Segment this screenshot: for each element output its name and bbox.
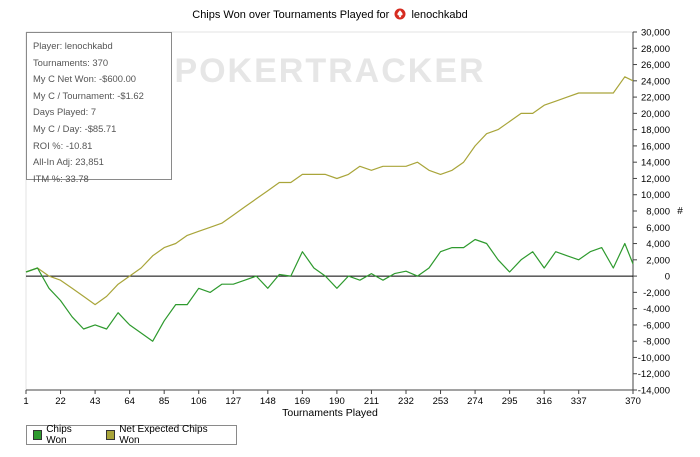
- x-tick-label: 148: [260, 396, 276, 407]
- chart-title: Chips Won over Tournaments Played for le…: [0, 8, 660, 21]
- x-tick-label: 127: [225, 396, 241, 407]
- series-line-chips-won: [25, 238, 634, 342]
- stat-line: ROI %: -10.81: [33, 139, 93, 151]
- x-tick-label: 253: [433, 396, 449, 407]
- watermark-text: POKERTRACKER: [174, 52, 485, 90]
- series-lines: [25, 76, 634, 342]
- y-tick-label: -8,000: [643, 337, 670, 348]
- x-tick-label: 169: [294, 396, 310, 407]
- legend-item: Net Expected Chips Won: [105, 424, 220, 446]
- y-tick-label: 0: [665, 272, 670, 283]
- y-axis-label: #: [677, 206, 683, 217]
- x-tick-label: 22: [55, 396, 66, 407]
- legend-swatch: [33, 430, 43, 440]
- y-tick-label: -2,000: [643, 288, 670, 299]
- legend-label: Chips Won: [46, 424, 72, 446]
- pokerstars-icon: [394, 8, 406, 20]
- y-tick-label: 28,000: [641, 44, 670, 55]
- stat-line: Player: lenochkabd: [33, 40, 113, 51]
- y-tick-label: 24,000: [641, 76, 670, 87]
- x-tick-label: 232: [398, 396, 414, 407]
- x-tick-label: 316: [536, 396, 552, 407]
- y-tick-label: 6,000: [646, 223, 670, 234]
- y-tick-label: -14,000: [638, 386, 670, 397]
- y-tick-label: 20,000: [641, 109, 670, 120]
- y-tick-label: 26,000: [641, 60, 670, 71]
- x-axis-label: Tournaments Played: [282, 407, 378, 419]
- y-axis-ticks: -14,000 -12,000 -10,000 -8,000 -6,000 -4,000 -…: [633, 28, 670, 397]
- y-tick-label: -12,000: [638, 369, 670, 380]
- chart-title-text: Chips Won over Tournaments Played for: [192, 9, 390, 21]
- x-tick-label: 106: [191, 396, 207, 407]
- x-tick-label: 190: [329, 396, 345, 407]
- x-tick-label: 295: [502, 396, 518, 407]
- stat-line: Days Played: 7: [33, 106, 97, 118]
- stat-line: My C / Day: -$85.71: [33, 122, 117, 134]
- y-tick-label: 14,000: [641, 158, 670, 169]
- y-tick-label: 8,000: [646, 207, 670, 218]
- stat-line: My C Net Won: -$600.00: [33, 73, 136, 85]
- y-tick-label: 2,000: [646, 255, 670, 266]
- player-name: lenochkabd: [411, 9, 468, 21]
- y-tick-label: -10,000: [638, 353, 670, 364]
- x-tick-label: 211: [364, 396, 379, 407]
- stat-line: All-In Adj: 23,851: [33, 156, 104, 168]
- x-tick-label: 370: [625, 396, 641, 407]
- y-tick-label: 4,000: [646, 239, 670, 250]
- y-tick-label: 18,000: [641, 125, 670, 136]
- stat-line: ITM %: 33.78: [33, 172, 89, 184]
- x-axis-ticks: 1 22 43 64 85 106 127 148 169 190 211 232 253 274 295 3…: [23, 390, 641, 407]
- legend-item: Chips Won: [33, 424, 90, 446]
- y-tick-label: -6,000: [643, 320, 670, 331]
- series-line-net-expected-chips-won: [25, 76, 634, 306]
- legend: Chips Won Net Expected Chips Won: [26, 424, 237, 446]
- legend-swatch: [105, 430, 116, 440]
- x-tick-label: 64: [124, 396, 135, 407]
- x-tick-label: 43: [90, 396, 101, 407]
- stat-line: My C / Tournament: -$1.62: [33, 89, 144, 101]
- x-tick-label: 337: [571, 396, 587, 407]
- legend-label: Net Expected Chips Won: [119, 424, 208, 446]
- x-tick-label: 85: [159, 396, 170, 407]
- y-tick-label: 30,000: [641, 28, 670, 39]
- stats-box: Player: lenochkabd Tournaments: 370 My C N…: [26, 32, 172, 184]
- stat-line: Tournaments: 370: [33, 56, 109, 68]
- y-tick-label: 10,000: [641, 190, 670, 201]
- y-tick-label: 12,000: [641, 174, 670, 185]
- y-tick-label: -4,000: [643, 304, 670, 315]
- x-tick-label: 1: [23, 396, 28, 407]
- y-tick-label: 16,000: [641, 141, 670, 152]
- x-tick-label: 274: [467, 396, 483, 407]
- y-tick-label: 22,000: [641, 93, 670, 104]
